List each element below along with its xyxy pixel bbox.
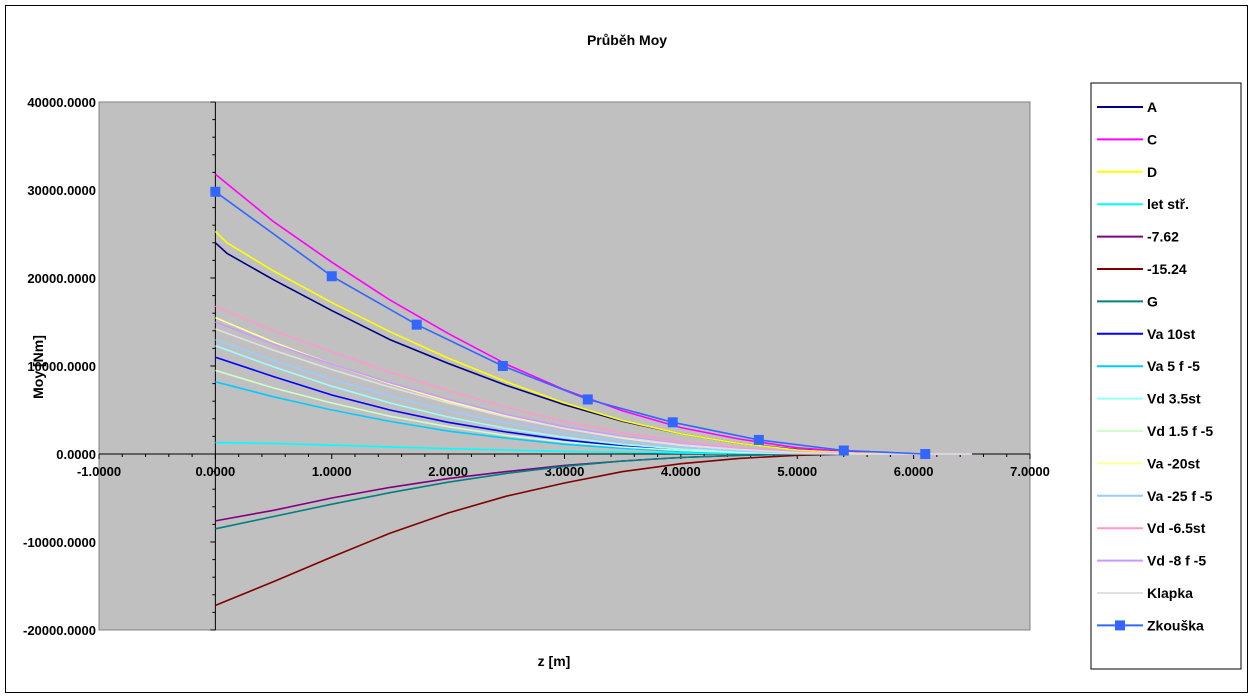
series-line-2 [214, 230, 972, 455]
y-tick-label: 0.0000 [56, 447, 96, 462]
legend-label: Va -25 f -5 [1147, 488, 1213, 504]
legend-label: Zkouška [1147, 617, 1204, 633]
legend-marker [1115, 620, 1125, 631]
legend-label: Klapka [1147, 585, 1193, 601]
axes: -1.0000 0.0000 1.0000 2.0000 3.0000 4.0000 5.0… [23, 95, 1050, 638]
chart-title: Průběh Moy [587, 32, 667, 48]
legend [1090, 82, 1242, 670]
y-tick-label: 20000.0000 [27, 271, 96, 286]
data-point-marker [582, 394, 593, 405]
plot-area [98, 101, 1031, 631]
series-line-5 [215, 453, 879, 607]
legend-label: Vd -8 f -5 [1147, 553, 1206, 569]
data-point-marker [210, 186, 221, 197]
y-tick-label: -10000.0000 [23, 535, 96, 550]
data-point-marker [667, 417, 678, 428]
data-point-marker [838, 445, 849, 456]
x-tick-label: -1.0000 [77, 464, 121, 479]
data-point-marker [326, 271, 337, 282]
y-tick-label: -20000.0000 [23, 623, 96, 638]
legend-label: C [1147, 131, 1157, 147]
x-tick-label: 1.0000 [312, 464, 352, 479]
legend-label: let stř. [1147, 196, 1189, 212]
legend-label: -7.62 [1147, 229, 1179, 245]
data-point-marker [497, 361, 508, 371]
legend-label: Vd -6.5st [1147, 520, 1206, 536]
legend-label: Vd 1.5 f -5 [1147, 423, 1213, 439]
data-point-marker [920, 449, 931, 459]
x-tick-label: 5.0000 [777, 464, 817, 479]
y-tick-label: 10000.0000 [27, 359, 96, 374]
legend-label: G [1147, 293, 1158, 309]
x-tick-label: 4.0000 [661, 464, 701, 479]
x-tick-label: 7.0000 [1010, 464, 1050, 479]
data-point-marker [753, 434, 764, 445]
y-tick-label: 30000.0000 [27, 183, 96, 198]
data-point-marker [411, 319, 422, 330]
legend-label: Va 5 f -5 [1147, 358, 1200, 374]
x-tick-label: 2.0000 [428, 464, 468, 479]
chart-svg: Průběh Moy -1.0000 0.0000 1.0000 2.0000 3.00… [23, 32, 1242, 670]
legend-label: Va -20st [1147, 455, 1200, 471]
x-tick-label: 6.0000 [894, 464, 934, 479]
series-layer [210, 173, 972, 607]
series-line-6 [215, 453, 856, 530]
legend-label: D [1147, 164, 1157, 180]
legend-label: Va 10st [1147, 326, 1196, 342]
legend-label: A [1147, 99, 1157, 115]
chart-area: Průběh Moy -1.0000 0.0000 1.0000 2.0000 3.00… [5, 5, 1248, 693]
legend-label: Vd 3.5st [1147, 391, 1201, 407]
legend-label: -15.24 [1147, 261, 1187, 277]
y-axis-label: Moy [Nm] [30, 335, 46, 399]
x-axis-label: z [m] [538, 653, 571, 669]
y-tick-label: 40000.0000 [27, 95, 96, 110]
